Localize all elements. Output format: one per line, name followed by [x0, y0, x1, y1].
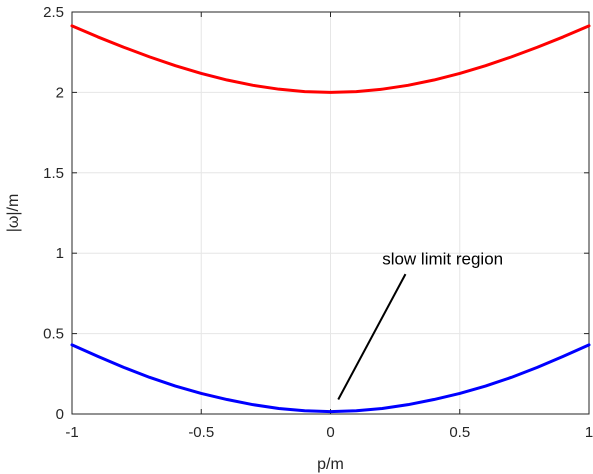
annotation-arrow — [337, 273, 407, 401]
x-axis-label: p/m — [317, 456, 344, 473]
series-line-2 — [70, 343, 591, 414]
x-tick-label: 1 — [585, 424, 593, 441]
x-tick-label: -1 — [65, 424, 78, 441]
x-tick-label: 0 — [326, 424, 334, 441]
y-tick-label: 1.5 — [43, 165, 64, 182]
annotation-text: slow limit region — [382, 249, 503, 268]
series-line-1 — [70, 24, 591, 94]
y-tick-label: 0 — [56, 406, 64, 423]
x-tick-label: 0.5 — [449, 424, 470, 441]
y-tick-label: 2 — [56, 84, 64, 101]
axis-ticks: -1 -0.5 0 0.5 1 0 0.5 1 1.5 2 2.5 — [43, 4, 593, 441]
y-axis-label: |ω|/m — [5, 194, 22, 233]
y-tick-label: 1 — [56, 245, 64, 262]
y-tick-label: 2.5 — [43, 4, 64, 21]
x-tick-label: -0.5 — [188, 424, 214, 441]
annotation-group: slow limit region — [337, 249, 503, 401]
series-group — [70, 24, 591, 414]
y-tick-label: 0.5 — [43, 326, 64, 343]
